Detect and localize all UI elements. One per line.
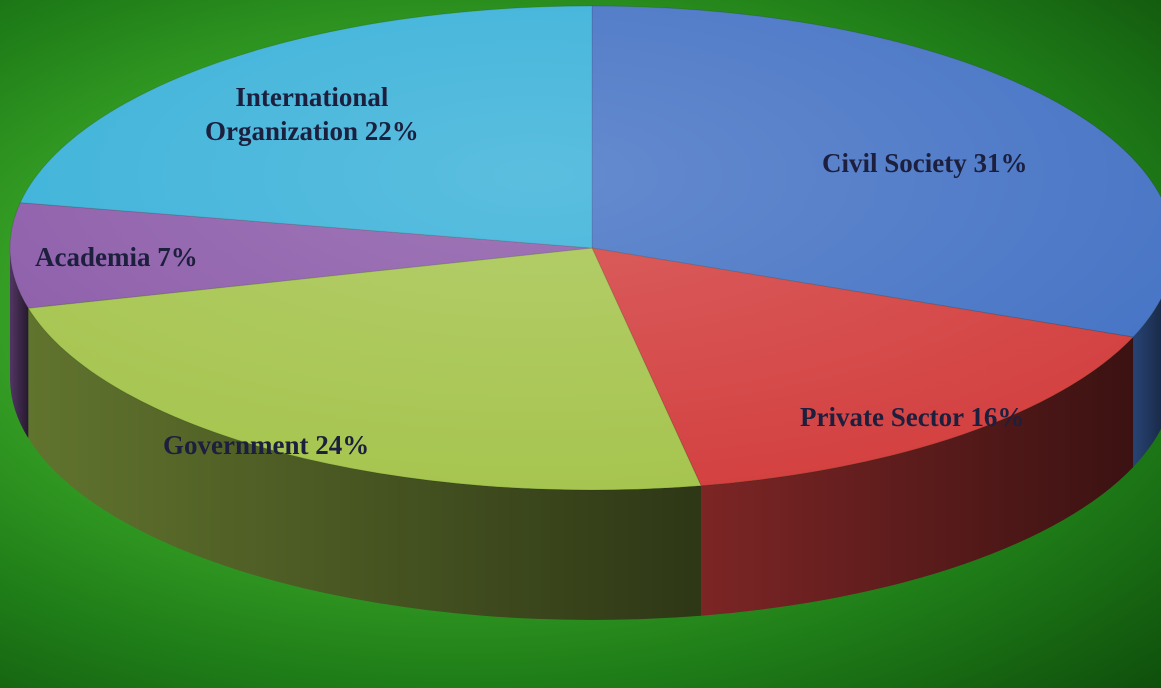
pie-gloss bbox=[10, 6, 1161, 490]
label-academia: Academia 7% bbox=[35, 242, 198, 272]
pie-side-shade bbox=[1133, 298, 1161, 468]
label-international-organization: International Organization 22% bbox=[205, 80, 419, 148]
label-civil-society: Civil Society 31% bbox=[822, 148, 1028, 178]
pie-tops bbox=[9, 5, 1161, 491]
label-international-line1: International bbox=[235, 82, 389, 112]
pie-sides bbox=[10, 248, 1161, 620]
label-international-line2: Organization 22% bbox=[205, 116, 419, 146]
label-government: Government 24% bbox=[163, 430, 370, 460]
pie-side-shade bbox=[28, 308, 702, 620]
pie-side-shade bbox=[701, 337, 1134, 616]
label-private-sector: Private Sector 16% bbox=[800, 402, 1025, 432]
pie-side-shade bbox=[10, 248, 29, 439]
